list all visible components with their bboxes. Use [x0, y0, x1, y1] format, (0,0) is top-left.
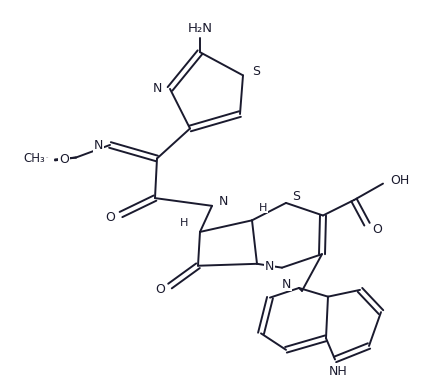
Text: O: O — [372, 223, 382, 235]
Text: H: H — [180, 218, 188, 228]
Text: O: O — [155, 284, 165, 296]
Text: N: N — [93, 139, 103, 152]
Text: OH: OH — [390, 174, 409, 187]
Text: methoxy: methoxy — [43, 157, 49, 158]
Text: S: S — [292, 190, 300, 203]
Text: O: O — [105, 211, 115, 224]
Text: N: N — [153, 82, 162, 96]
Text: CH₃: CH₃ — [23, 152, 45, 165]
Text: H₂N: H₂N — [187, 21, 213, 35]
Text: O: O — [59, 153, 69, 166]
Text: H: H — [259, 203, 267, 213]
Text: S: S — [252, 65, 260, 78]
Text: O: O — [59, 153, 69, 166]
Text: N: N — [282, 277, 291, 291]
Text: N: N — [265, 260, 274, 273]
Text: N: N — [219, 196, 228, 208]
Text: O: O — [25, 151, 35, 164]
Text: NH: NH — [329, 365, 347, 376]
